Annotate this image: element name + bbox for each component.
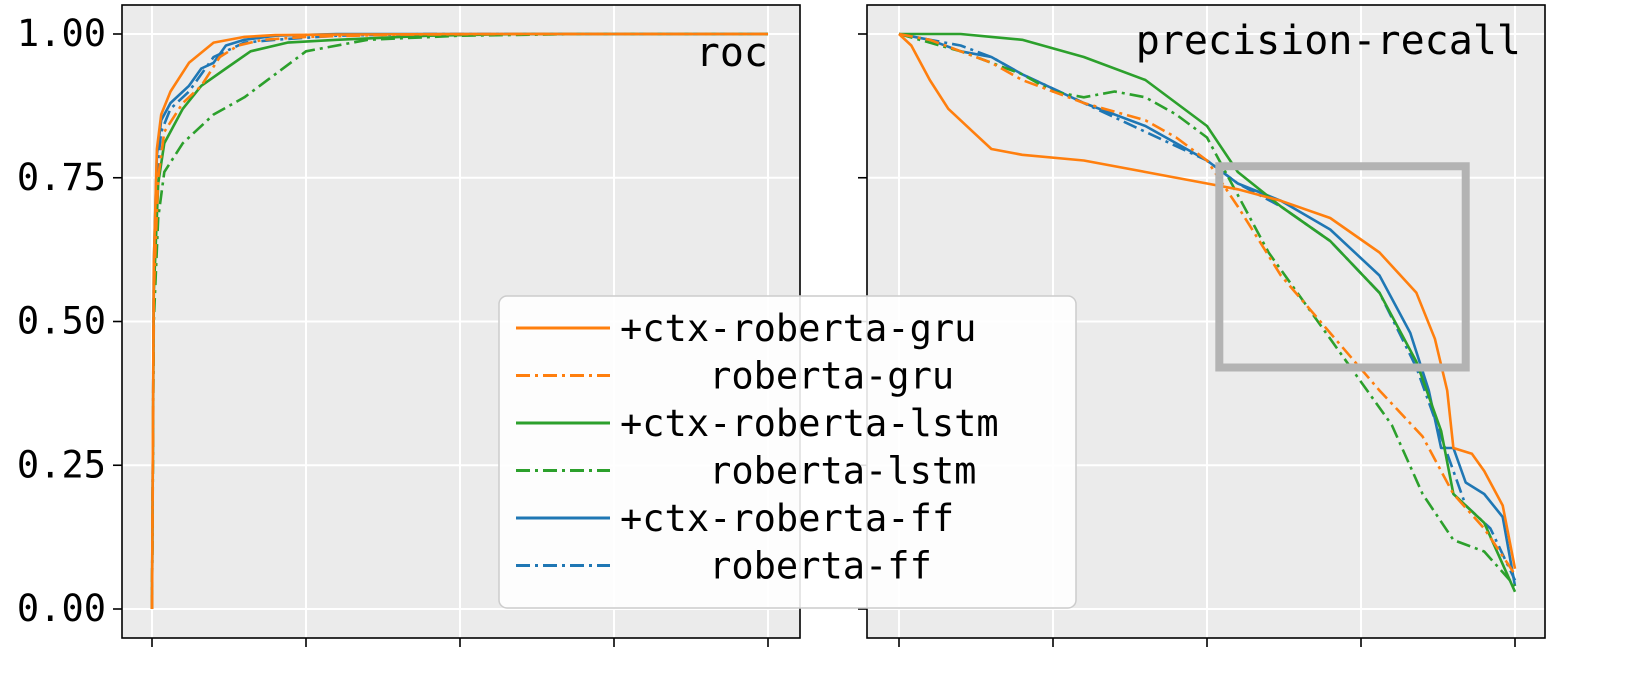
panel-title: roc <box>696 30 768 76</box>
y-tick-label: 0.00 <box>17 587 106 630</box>
series-line-plus-ctx-roberta-ff <box>898 32 1517 587</box>
series-line-plus-ctx-roberta-gru <box>150 32 768 610</box>
legend-label: +ctx-roberta-ff <box>620 497 954 540</box>
panel-title: precision-recall <box>1136 18 1521 64</box>
legend-box <box>498 295 1077 609</box>
series-line-plus-ctx-roberta-gru <box>898 33 1517 570</box>
zoom-box <box>1215 162 1470 372</box>
legend-label: roberta-lstm <box>620 450 976 493</box>
series-line-roberta-lstm <box>898 32 1516 587</box>
series-line-plus-ctx-roberta-lstm <box>899 32 1517 593</box>
y-tick-label: 0.50 <box>17 300 106 343</box>
series-group <box>150 32 768 610</box>
legend: +ctx-roberta-gru roberta-gru+ctx-roberta… <box>498 295 1077 609</box>
y-tick-label: 0.25 <box>17 443 106 486</box>
series-line-roberta-gru <box>898 32 1517 576</box>
legend-label: +ctx-roberta-gru <box>620 307 976 350</box>
series-line-roberta-lstm <box>150 32 768 610</box>
legend-label: +ctx-roberta-lstm <box>620 402 999 445</box>
y-tick-label: 0.75 <box>17 156 106 199</box>
y-tick-label: 1.00 <box>17 12 106 55</box>
legend-label: roberta-ff <box>620 545 932 588</box>
legend-label: roberta-gru <box>620 355 954 398</box>
series-line-roberta-ff <box>898 32 1517 581</box>
series-group <box>898 32 1517 593</box>
series-line-roberta-gru <box>150 32 768 610</box>
